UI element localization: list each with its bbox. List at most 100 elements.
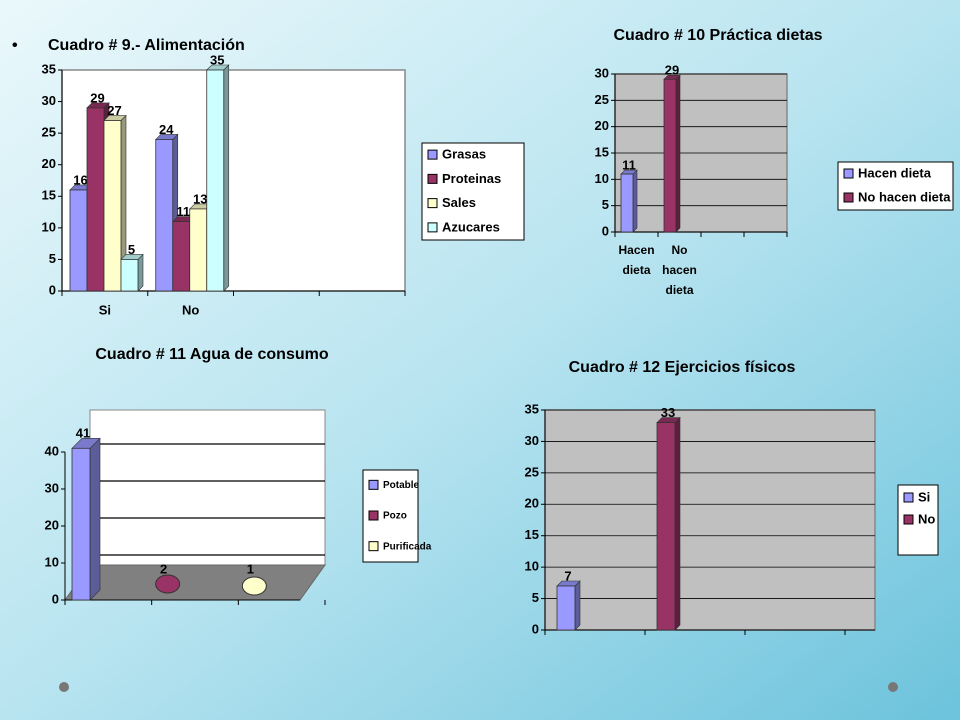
legend-swatch [427, 198, 438, 209]
decor-dot [59, 682, 69, 692]
legend-label: Azucares [442, 219, 500, 234]
y-tick-label: 10 [525, 559, 539, 574]
bar-side [574, 580, 581, 631]
bar [155, 574, 181, 594]
value-label: 35 [210, 52, 224, 67]
value-label: 29 [90, 90, 104, 105]
y-tick-label: 20 [595, 118, 609, 133]
y-tick-label: 15 [525, 527, 539, 542]
y-tick-label: 15 [595, 144, 609, 159]
y-tick-label: 15 [42, 188, 56, 203]
y-tick-label: 10 [595, 171, 609, 186]
bar [189, 208, 208, 292]
y-tick-label: 25 [595, 92, 609, 107]
value-label: 13 [193, 191, 207, 206]
legend-label: No [918, 511, 935, 526]
y-tick-label: 30 [45, 480, 59, 495]
value-label: 1 [247, 561, 254, 576]
value-label: 7 [564, 568, 571, 583]
bar [103, 120, 122, 292]
legend-label: Pozo [383, 511, 407, 522]
legend-swatch [427, 149, 438, 160]
decor-dot [888, 682, 898, 692]
y-tick-label: 25 [525, 464, 539, 479]
x-tick-label-box: Hacen dieta [618, 243, 655, 277]
plot-wall [89, 409, 326, 566]
bar-side [674, 416, 681, 631]
legend-label: Potable [383, 480, 420, 491]
chart-title: Cuadro # 10 Práctica dietas [614, 27, 823, 44]
y-tick-label: 30 [595, 65, 609, 80]
value-label: 11 [622, 158, 636, 173]
bar-side [223, 64, 230, 292]
value-label: 27 [107, 103, 121, 118]
x-tick-label: No [182, 302, 199, 317]
bar-side [137, 253, 144, 292]
bar [656, 422, 676, 631]
legend-swatch [843, 192, 854, 203]
bar-side [632, 169, 638, 233]
legend-swatch [427, 222, 438, 233]
bar [556, 585, 576, 631]
y-tick-label: 0 [52, 591, 59, 606]
bar [206, 69, 225, 292]
bar [69, 189, 88, 292]
legend-label: Hacen dieta [858, 165, 932, 180]
y-tick-label: 5 [602, 197, 609, 212]
bar [86, 107, 105, 292]
y-tick-label: 20 [42, 156, 56, 171]
y-tick-label: 30 [525, 433, 539, 448]
y-tick-label: 20 [525, 496, 539, 511]
legend-swatch [368, 541, 379, 552]
chart-title: Cuadro # 11 Agua de consumo [95, 346, 328, 363]
y-tick-label: 40 [45, 443, 59, 458]
chart-title: Cuadro # 12 Ejercicios físicos [569, 359, 796, 376]
value-label: 41 [76, 426, 90, 441]
chart-title: Cuadro # 9.- Alimentación [48, 37, 245, 54]
bar [155, 139, 174, 292]
y-tick-label: 0 [602, 223, 609, 238]
legend-label: Proteinas [442, 171, 501, 186]
legend-swatch [903, 514, 914, 525]
bullet: • [12, 37, 18, 54]
legend-label: Purificada [383, 541, 432, 552]
y-tick-label: 10 [42, 219, 56, 234]
value-label: 29 [665, 63, 679, 78]
legend-label: Grasas [442, 147, 486, 162]
y-tick-label: 0 [532, 621, 539, 636]
x-tick-label: Si [99, 302, 111, 317]
y-tick-label: 0 [49, 282, 56, 297]
legend-swatch [903, 492, 914, 503]
bar [172, 221, 191, 292]
value-label: 11 [176, 204, 190, 219]
legend-label: Sales [442, 195, 476, 210]
legend-swatch [368, 479, 379, 490]
y-tick-label: 5 [49, 251, 56, 266]
y-tick-label: 5 [532, 590, 539, 605]
y-tick-label: 20 [45, 517, 59, 532]
bar [71, 447, 91, 601]
y-tick-label: 30 [42, 93, 56, 108]
bar-side [89, 437, 101, 601]
legend-swatch [843, 168, 854, 179]
legend-label: No hacen dieta [858, 189, 951, 204]
plot-area [544, 409, 876, 631]
value-label: 5 [128, 242, 135, 257]
value-label: 2 [160, 561, 167, 576]
y-tick-label: 35 [525, 401, 539, 416]
bar [663, 78, 677, 233]
y-tick-label: 10 [45, 554, 59, 569]
bar [120, 259, 139, 292]
x-tick-label: Hacen dieta [618, 243, 655, 277]
value-label: 16 [73, 172, 87, 187]
legend-swatch [368, 510, 379, 521]
legend-label: Si [918, 489, 930, 504]
x-tick-label-box: No hacen dieta [662, 243, 697, 297]
legend-box [421, 142, 525, 241]
y-tick-label: 35 [42, 61, 56, 76]
bar [620, 173, 634, 233]
legend-swatch [427, 173, 438, 184]
x-tick-label: No hacen dieta [662, 243, 697, 297]
bar [241, 576, 267, 596]
